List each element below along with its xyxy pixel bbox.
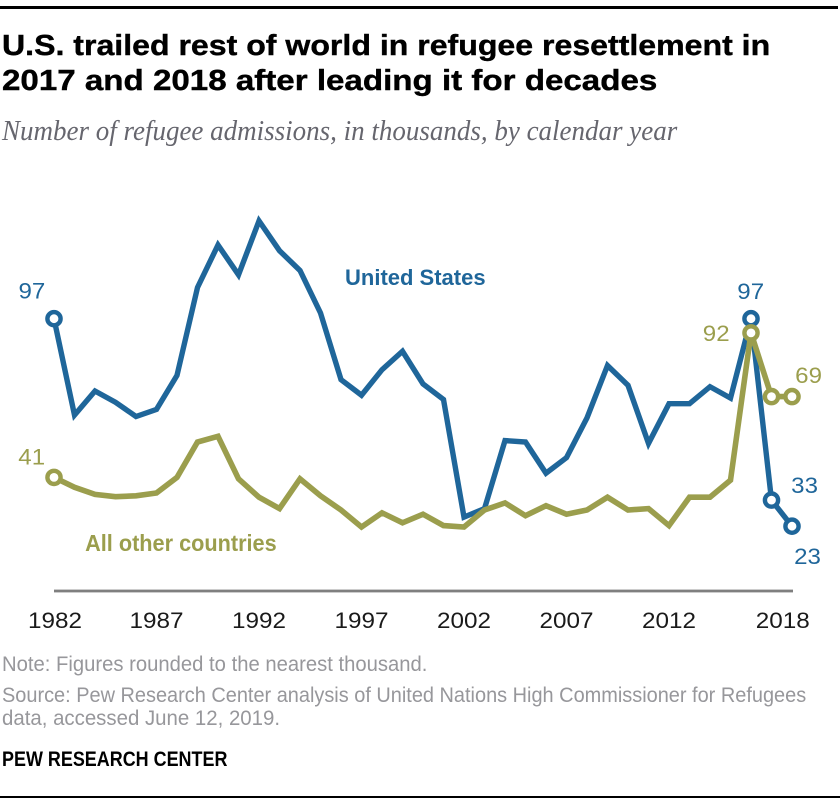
- svg-text:2007: 2007: [540, 608, 594, 633]
- svg-text:41: 41: [18, 444, 45, 469]
- svg-text:97: 97: [19, 278, 46, 303]
- svg-text:2018: 2018: [756, 608, 810, 633]
- svg-text:All other countries: All other countries: [85, 530, 277, 556]
- svg-text:23: 23: [794, 544, 821, 569]
- svg-text:1987: 1987: [130, 608, 184, 633]
- svg-text:69: 69: [795, 363, 822, 388]
- svg-text:1992: 1992: [232, 608, 286, 633]
- svg-text:2002: 2002: [437, 608, 491, 633]
- svg-text:1997: 1997: [335, 608, 389, 633]
- svg-text:United States: United States: [345, 265, 486, 290]
- svg-text:1982: 1982: [28, 608, 82, 633]
- svg-text:92: 92: [703, 321, 730, 346]
- svg-text:33: 33: [791, 473, 818, 498]
- svg-text:97: 97: [737, 279, 764, 304]
- svg-text:2012: 2012: [642, 608, 696, 633]
